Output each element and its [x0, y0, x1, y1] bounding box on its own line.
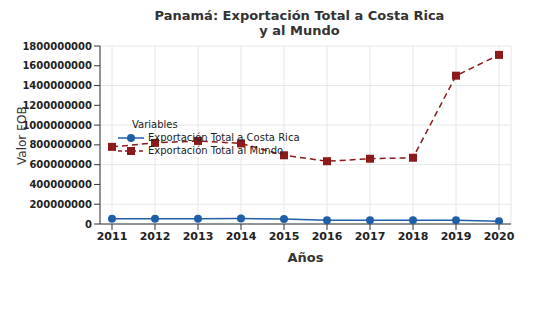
svg-text:1800000000: 1800000000 — [22, 41, 92, 52]
svg-text:2014: 2014 — [226, 230, 257, 243]
svg-text:2017: 2017 — [355, 230, 386, 243]
svg-text:0: 0 — [85, 219, 92, 230]
svg-text:2015: 2015 — [269, 230, 300, 243]
html-text:Exportación Total a Costa Rica: Exportación Total a Costa Rica — [148, 132, 300, 143]
svg-text:2012: 2012 — [140, 230, 171, 243]
svg-text:2011: 2011 — [97, 230, 128, 243]
svg-text:2019: 2019 — [441, 230, 472, 243]
svg-text:800000000: 800000000 — [29, 139, 92, 150]
svg-text:1400000000: 1400000000 — [22, 80, 92, 91]
svg-text:Valor FOB: Valor FOB — [15, 106, 29, 165]
svg-text:Años: Años — [288, 250, 324, 265]
svg-text:200000000: 200000000 — [29, 199, 92, 210]
svg-text:600000000: 600000000 — [29, 159, 92, 170]
svg-text:1000000000: 1000000000 — [22, 120, 92, 131]
html-text:Panamá: Exportación Total a Co: Panamá: Exportación Total a Costa Rica y… — [154, 8, 445, 38]
html-text:Variables: Variables — [132, 119, 178, 130]
svg-text:1600000000: 1600000000 — [22, 60, 92, 71]
svg-text:1200000000: 1200000000 — [22, 100, 92, 111]
svg-text:2018: 2018 — [398, 230, 429, 243]
svg-text:2013: 2013 — [183, 230, 214, 243]
svg-text:2016: 2016 — [312, 230, 343, 243]
svg-text:2020: 2020 — [484, 230, 515, 243]
svg-text:400000000: 400000000 — [29, 179, 92, 190]
html-text:Exportación Total al Mundo: Exportación Total al Mundo — [148, 145, 284, 156]
